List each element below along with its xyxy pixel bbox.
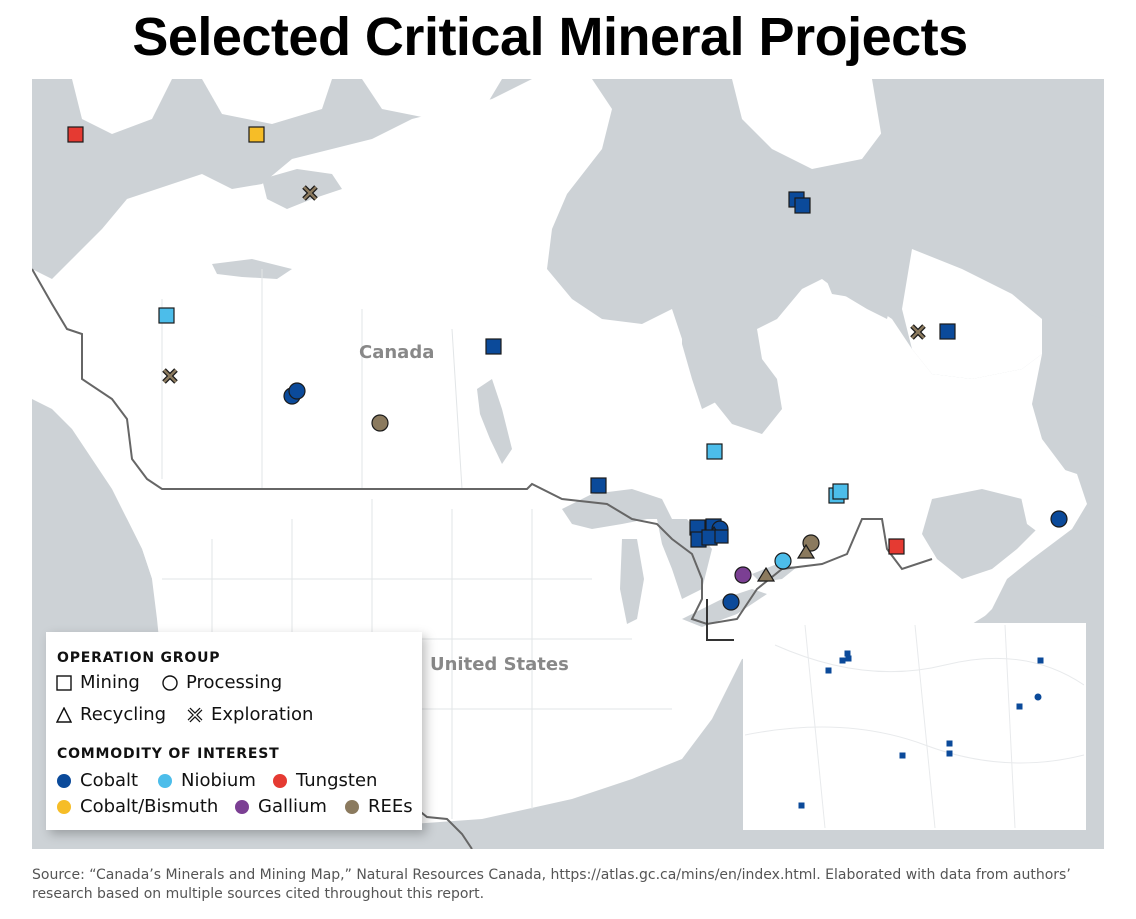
legend-rees-label: REEs — [368, 796, 413, 817]
legend-recycling: Recycling — [56, 704, 166, 725]
gulf-st-lawrence — [922, 489, 1042, 579]
inset-cobalt-marker — [839, 657, 846, 664]
lake-erie — [682, 589, 767, 627]
baffin-strait — [872, 79, 1104, 319]
newfoundland — [1017, 464, 1087, 539]
legend-gallium: Gallium — [234, 796, 327, 817]
exploration-marker — [162, 368, 178, 384]
lake-winnipeg — [477, 379, 512, 464]
cobalt-dot-icon — [56, 773, 72, 789]
legend-processing: Processing — [162, 672, 282, 693]
inset-cobalt-marker — [798, 802, 805, 809]
legend-cobalt-label: Cobalt — [80, 770, 139, 791]
legend: OPERATION GROUP Mining Processing Recycl… — [46, 632, 422, 830]
gallium-dot-icon — [234, 799, 250, 815]
project-markers — [67, 126, 1068, 611]
legend-exploration-label: Exploration — [211, 704, 314, 725]
legend-mining-label: Mining — [80, 672, 140, 693]
legend-processing-label: Processing — [186, 672, 283, 693]
labrador-land — [902, 249, 1042, 379]
tungsten-dot-icon — [272, 773, 288, 789]
legend-recycling-label: Recycling — [80, 704, 167, 725]
inset-cobalt-marker — [825, 667, 832, 674]
niobium-processing-marker — [774, 552, 792, 570]
exploration-marker — [302, 185, 318, 201]
inset-cobalt-marker — [899, 752, 906, 759]
great-slave-lake — [212, 259, 292, 279]
label-canada: Canada — [359, 342, 434, 363]
cobalt-processing-marker — [722, 593, 740, 611]
inset-cobalt-marker — [1037, 657, 1044, 664]
label-united-states: United States — [430, 654, 569, 675]
legend-cobalt-bismuth-label: Cobalt/Bismuth — [80, 796, 219, 817]
great-bear-lake — [262, 169, 342, 209]
rees-recycling-marker — [756, 566, 776, 582]
inset-cobalt-marker — [845, 655, 852, 662]
niobium-mining-marker — [706, 443, 723, 460]
lake-michigan — [620, 539, 644, 624]
inset-cobalt-marker — [1034, 693, 1042, 701]
circle-outline-icon — [162, 674, 178, 691]
international-border — [32, 268, 933, 626]
cobalt-mining-marker — [794, 197, 811, 214]
rees-processing-marker — [371, 414, 389, 432]
cobalt-processing-marker — [1050, 510, 1068, 528]
exploration-marker — [910, 324, 926, 340]
square-outline-icon — [56, 674, 72, 691]
inset-map — [743, 623, 1086, 830]
source-note: Source: “Canada’s Minerals and Mining Ma… — [32, 867, 1071, 902]
niobium-mining-marker — [832, 483, 849, 500]
cobalt-mining-marker — [939, 323, 956, 340]
inset-markers — [798, 650, 1044, 809]
legend-commodity-heading: COMMODITY OF INTEREST — [57, 746, 280, 762]
arctic-island — [72, 79, 172, 134]
niobium-mining-marker — [158, 307, 175, 324]
detroit-line — [706, 599, 734, 641]
legend-niobium-label: Niobium — [181, 770, 256, 791]
cobalt-mining-marker — [590, 477, 607, 494]
cobalt-bismuth-dot-icon — [56, 799, 72, 815]
cobalt-mining-marker — [485, 338, 502, 355]
rees-recycling-marker — [796, 543, 816, 559]
map-title: Selected Critical Mineral Projects — [132, 7, 968, 67]
legend-cobalt-bismuth: Cobalt/Bismuth — [56, 796, 218, 817]
triangle-outline-icon — [56, 706, 72, 723]
inset-cobalt-marker — [1016, 703, 1023, 710]
cobalt-bismuth-mining-marker — [248, 126, 265, 143]
legend-tungsten-label: Tungsten — [296, 770, 378, 791]
cobalt-processing-marker — [288, 382, 306, 400]
legend-tungsten: Tungsten — [272, 770, 377, 791]
legend-mining: Mining — [56, 672, 140, 693]
legend-cobalt: Cobalt — [56, 770, 138, 791]
inset-cobalt-marker — [946, 740, 953, 747]
legend-rees: REEs — [344, 796, 413, 817]
hudson-bay — [567, 79, 892, 434]
legend-niobium: Niobium — [157, 770, 256, 791]
arctic-island — [202, 79, 332, 124]
tungsten-mining-marker — [888, 538, 905, 555]
legend-exploration: Exploration — [187, 704, 313, 725]
cross-outline-icon — [187, 707, 203, 723]
legend-gallium-label: Gallium — [258, 796, 327, 817]
inset-cobalt-marker — [844, 650, 851, 657]
legend-callout-line — [416, 808, 473, 849]
inset-cobalt-marker — [946, 750, 953, 757]
tungsten-mining-marker — [67, 126, 84, 143]
rees-dot-icon — [344, 799, 360, 815]
arctic-island — [732, 79, 892, 169]
niobium-dot-icon — [157, 773, 173, 789]
james-bay — [682, 309, 732, 409]
inset-canvas — [744, 624, 1085, 829]
legend-operation-heading: OPERATION GROUP — [57, 650, 221, 666]
gallium-processing-marker — [734, 566, 752, 584]
cobalt-mining-marker — [714, 529, 729, 544]
arctic-island — [362, 79, 502, 119]
